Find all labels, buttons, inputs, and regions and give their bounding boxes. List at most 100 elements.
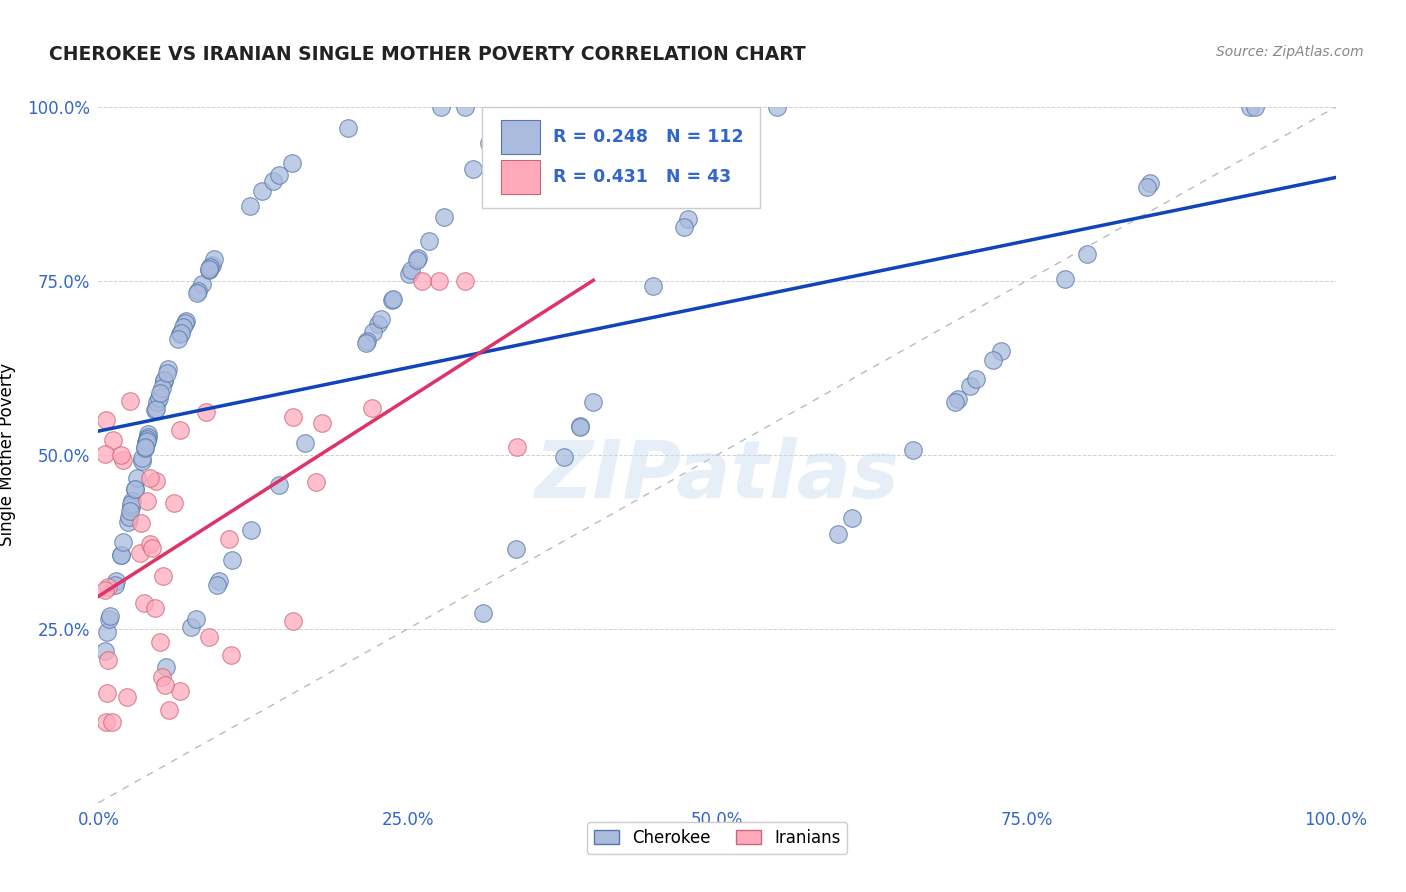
Point: [135, 434, 157, 449]
Point: [553, 450, 575, 465]
Point: [354, 335, 377, 350]
Point: [127, 471, 149, 485]
Point: [117, 510, 139, 524]
Point: [163, 496, 186, 510]
Point: [136, 494, 159, 508]
Point: [124, 482, 146, 496]
Point: [239, 199, 262, 213]
Point: [104, 578, 127, 592]
Point: [110, 548, 132, 562]
Point: [641, 278, 664, 293]
Point: [305, 475, 328, 489]
Point: [198, 260, 221, 275]
Point: [959, 378, 981, 392]
Text: Source: ZipAtlas.com: Source: ZipAtlas.com: [1216, 45, 1364, 59]
Point: [131, 454, 153, 468]
Point: [429, 100, 451, 114]
Point: [169, 326, 191, 341]
Point: [148, 391, 170, 405]
Point: [200, 258, 222, 272]
Point: [153, 373, 176, 387]
Point: [172, 319, 194, 334]
Point: [492, 112, 515, 127]
Point: [93, 643, 115, 657]
Point: [121, 497, 143, 511]
Point: [1239, 100, 1261, 114]
Point: [155, 678, 177, 692]
Point: [453, 274, 475, 288]
Point: [143, 402, 166, 417]
Point: [136, 432, 159, 446]
Point: [136, 430, 159, 444]
Point: [337, 121, 360, 136]
Point: [1243, 100, 1265, 114]
Point: [827, 527, 849, 541]
Point: [167, 332, 190, 346]
Point: [186, 286, 208, 301]
Point: [281, 156, 304, 170]
Point: [169, 684, 191, 698]
Point: [169, 327, 191, 342]
Point: [672, 220, 695, 235]
Point: [356, 334, 378, 349]
Point: [398, 267, 420, 281]
Point: [1076, 247, 1098, 261]
Point: [281, 409, 304, 424]
Point: [187, 284, 209, 298]
Point: [101, 433, 124, 447]
Point: [505, 541, 527, 556]
Point: [218, 532, 240, 546]
Point: [120, 500, 142, 514]
Point: [135, 436, 157, 450]
Point: [399, 263, 422, 277]
Point: [267, 168, 290, 182]
FancyBboxPatch shape: [501, 120, 540, 154]
Point: [152, 568, 174, 582]
Point: [361, 401, 384, 416]
Point: [184, 612, 207, 626]
Point: [1053, 272, 1076, 286]
Point: [478, 136, 501, 151]
Point: [124, 482, 146, 496]
Point: [943, 395, 966, 409]
Legend: Cherokee, Iranians: Cherokee, Iranians: [588, 822, 846, 854]
Text: R = 0.431   N = 43: R = 0.431 N = 43: [553, 168, 731, 186]
Point: [252, 185, 274, 199]
Point: [219, 648, 242, 662]
Point: [150, 380, 173, 394]
Point: [96, 686, 118, 700]
Point: [97, 580, 120, 594]
Point: [433, 210, 456, 224]
Point: [408, 251, 430, 265]
Point: [766, 100, 789, 114]
Point: [418, 234, 440, 248]
Point: [111, 452, 134, 467]
Point: [990, 343, 1012, 358]
Point: [180, 620, 202, 634]
Point: [169, 423, 191, 437]
Text: CHEROKEE VS IRANIAN SINGLE MOTHER POVERTY CORRELATION CHART: CHEROKEE VS IRANIAN SINGLE MOTHER POVERT…: [49, 45, 806, 63]
Point: [381, 293, 404, 308]
Point: [382, 292, 405, 306]
Point: [98, 609, 121, 624]
Point: [112, 535, 135, 549]
Point: [117, 515, 139, 529]
Point: [155, 660, 177, 674]
Point: [110, 549, 132, 563]
Point: [454, 100, 477, 114]
Point: [174, 313, 197, 327]
Point: [294, 435, 316, 450]
Point: [194, 405, 217, 419]
Point: [221, 553, 243, 567]
Point: [153, 374, 176, 388]
Point: [239, 523, 262, 537]
Point: [129, 516, 152, 530]
Point: [406, 252, 429, 267]
Point: [134, 440, 156, 454]
Point: [138, 427, 160, 442]
Point: [204, 252, 226, 267]
Point: [134, 595, 156, 609]
Point: [506, 440, 529, 454]
Point: [156, 362, 179, 376]
FancyBboxPatch shape: [482, 107, 761, 208]
